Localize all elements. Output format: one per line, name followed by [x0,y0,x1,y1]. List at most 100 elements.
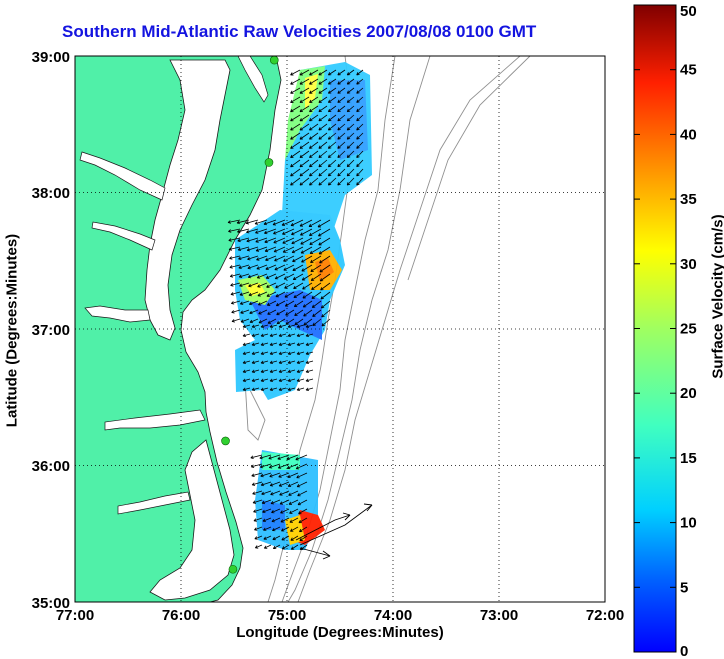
velocity-arrow [309,150,319,159]
velocity-arrow [281,535,290,541]
velocity-arrow [299,96,310,103]
x-tick-label: 72:00 [586,607,624,624]
velocity-arrow [292,264,304,272]
velocity-arrow [227,219,241,224]
velocity-arrow [337,159,346,168]
velocity-arrow [346,159,355,168]
velocity-arrow [254,535,263,540]
velocity-arrow [275,291,286,298]
velocity-arrow [287,472,299,479]
velocity-arrow [278,342,287,347]
velocity-arrow [311,291,322,299]
velocity-arrow [296,333,305,338]
velocity-arrow [272,526,281,532]
velocity-arrow [299,132,310,140]
velocity-arrow [280,517,290,523]
velocity-arrow [309,96,319,103]
velocity-arrow [251,333,260,338]
velocity-arrow [290,96,301,103]
velocity-arrow [292,255,304,263]
velocity-arrow [320,282,331,291]
velocity-arrow [281,526,290,532]
velocity-arrow [279,490,290,496]
pamlico-sound [149,439,235,601]
velocity-arrow [298,508,308,515]
velocity-arrow [317,219,331,228]
velocity-arrow [260,387,269,392]
velocity-arrow [240,309,250,314]
velocity-arrow [228,246,241,251]
y-tick-label: 36:00 [32,458,70,475]
velocity-arrow [319,264,331,273]
velocity-arrow [300,228,313,236]
velocity-arrow [327,123,337,131]
velocity-arrow [266,300,277,306]
velocity-arrow [311,282,322,290]
velocity-arrow [305,333,314,338]
velocity-arrow [327,78,337,85]
velocity-arrow [297,490,308,497]
velocity-arrow [278,360,287,365]
velocity-arrow [287,387,296,392]
velocity-arrow [303,318,313,326]
velocity-arrow [302,282,313,290]
velocity-arrow [288,499,299,505]
velocity-arrow [312,309,322,317]
velocity-arrow [296,378,305,383]
velocity-arrow [238,273,250,278]
velocity-arrow [327,132,337,140]
velocity-arrow [242,351,251,356]
velocity-arrow [299,159,310,168]
y-axis-label: Latitude (Degrees:Minutes) [3,233,21,428]
velocity-arrow [318,114,328,122]
velocity-arrow [278,472,290,478]
velocity-arrow [264,228,277,235]
velocity-arrow [356,177,364,186]
velocity-arrow [255,246,268,252]
velocity-arrow [273,246,286,253]
velocity-arrow [299,168,310,177]
velocity-arrow [269,472,281,478]
velocity-arrow [321,309,331,318]
velocity-arrow [268,463,281,469]
velocity-arrow [229,273,241,278]
velocity-arrow [356,141,364,149]
velocity-arrow [305,351,314,356]
velocity-arrow [242,324,251,329]
velocity-arrow [311,300,322,308]
velocity-arrow [272,544,281,550]
velocity-arrow [290,544,299,550]
velocity-arrow [263,544,272,549]
velocity-arrow [239,300,250,305]
velocity-arrow [299,141,310,149]
colorbar-ticks [634,4,676,653]
velocity-arrow [356,168,364,177]
velocity-arrow [337,69,346,76]
velocity-arrow [245,219,259,225]
velocity-arrow [256,273,268,279]
velocity-arrow [274,264,286,271]
velocity-arrow [290,114,301,122]
velocity-arrow [299,105,310,113]
velocity-arrow [272,219,286,226]
velocity-arrow [251,378,260,383]
velocity-arrow [337,150,346,159]
velocity-arrow [252,490,263,495]
velocity-arrow [318,168,328,177]
x-tick-label: 73:00 [480,607,518,624]
velocity-arrow [337,168,346,177]
velocity-arrow [263,526,272,531]
velocity-arrow [273,237,286,244]
velocity-arrow [260,472,272,478]
velocity-arrow [290,535,299,541]
velocity-arrow [346,150,355,159]
velocity-arrow [269,378,278,383]
velocity-arrow [309,177,319,186]
velocity-arrow [356,132,364,140]
velocity-arrow [296,369,305,374]
velocity-arrow [249,309,259,315]
velocity-arrow [272,535,281,541]
velocity-arrow [276,309,286,316]
velocity-arrow [257,300,268,306]
velocity-arrow [346,87,355,94]
